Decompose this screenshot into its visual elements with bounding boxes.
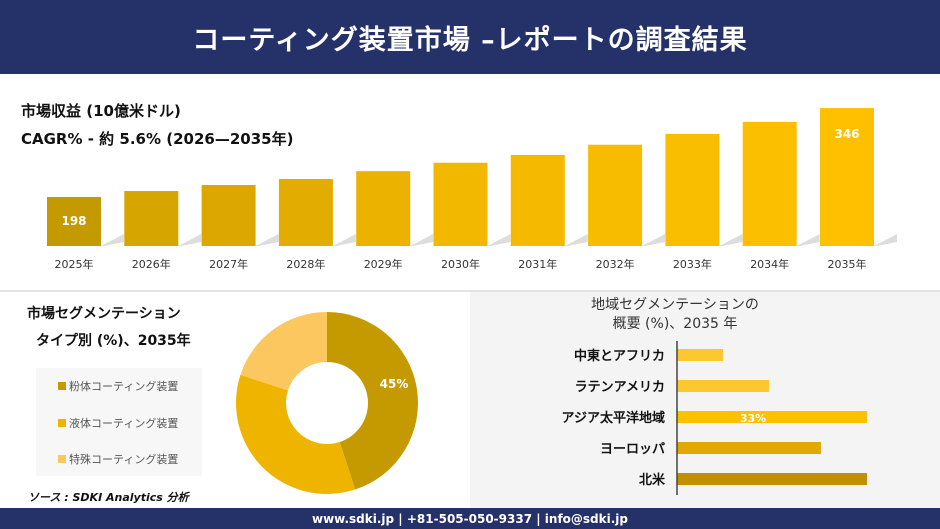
page-title: コーティング装置市場 –レポートの調査結果 bbox=[192, 24, 748, 56]
donut-legend: 粉体コーティング装置 液体コーティング装置 特殊コーティング装置 bbox=[36, 368, 202, 476]
x-tick-label: 2035年 bbox=[828, 257, 867, 271]
legend-item: 特殊コーティング装置 bbox=[58, 451, 178, 467]
source-note: ソース : SDKI Analytics 分析 bbox=[28, 491, 189, 504]
bar bbox=[278, 178, 333, 246]
legend-label: 液体コーティング装置 bbox=[69, 417, 179, 430]
data-label: 346 bbox=[834, 127, 859, 141]
x-tick-label: 2027年 bbox=[209, 257, 248, 271]
slice-label: 45% bbox=[380, 377, 409, 391]
x-tick-label: 2032年 bbox=[596, 257, 635, 271]
bar-shadow bbox=[101, 234, 124, 246]
bar-shadow bbox=[255, 234, 279, 246]
region-label: アジア太平洋地域 bbox=[562, 410, 665, 426]
legend-label: 特殊コーティング装置 bbox=[69, 453, 179, 466]
donut-slice bbox=[327, 312, 418, 490]
revenue-title: 市場収益 (10億米ドル) bbox=[21, 102, 181, 120]
bar-shadow bbox=[796, 234, 820, 246]
region-title: 地域セグメンテーションの 概要 (%)、2035 年 bbox=[470, 296, 870, 334]
region-title-1: 地域セグメンテーションの bbox=[591, 297, 759, 313]
bar bbox=[820, 108, 874, 246]
bar bbox=[124, 191, 179, 246]
region-bar bbox=[677, 349, 724, 361]
divider bbox=[0, 290, 940, 292]
legend-item: 粉体コーティング装置 bbox=[58, 378, 178, 394]
region-label: ラテンアメリカ bbox=[575, 380, 665, 395]
x-tick-label: 2031年 bbox=[518, 257, 557, 271]
bar-shadow bbox=[719, 234, 743, 246]
x-tick-label: 2030年 bbox=[441, 257, 480, 271]
bar bbox=[665, 133, 720, 246]
bar bbox=[433, 162, 488, 246]
type-title-2: タイプ別 (%)、2035年 bbox=[36, 333, 191, 349]
bar bbox=[356, 171, 411, 246]
bar bbox=[588, 144, 643, 246]
donut-slice bbox=[236, 374, 356, 494]
bar-shadow bbox=[332, 234, 356, 246]
bar-shadow bbox=[564, 234, 588, 246]
data-label: 198 bbox=[61, 214, 86, 228]
bar-shadow bbox=[487, 234, 511, 246]
x-tick-label: 2033年 bbox=[673, 257, 712, 271]
region-title-2: 概要 (%)、2035 年 bbox=[612, 316, 738, 332]
region-label: ヨーロッパ bbox=[600, 442, 665, 457]
legend-swatch bbox=[58, 455, 66, 463]
contact-info: www.sdki.jp | +81-505-050-9337 | info@sd… bbox=[311, 511, 628, 526]
region-section: 地域セグメンテーションの 概要 (%)、2035 年 bbox=[470, 292, 940, 508]
bar-shadow bbox=[178, 234, 202, 246]
legend-label: 粉体コーティング装置 bbox=[69, 380, 179, 393]
x-tick-label: 2025年 bbox=[55, 257, 94, 271]
x-tick-label: 2026年 bbox=[132, 257, 171, 271]
region-bar bbox=[677, 473, 867, 485]
x-tick-label: 2028年 bbox=[286, 257, 325, 271]
type-title-1: 市場セグメンテーション bbox=[27, 306, 181, 322]
bar bbox=[510, 154, 565, 246]
bar bbox=[47, 197, 101, 246]
bar bbox=[201, 184, 256, 246]
legend-item: 液体コーティング装置 bbox=[58, 415, 178, 431]
region-label: 中東とアフリカ bbox=[574, 348, 665, 364]
legend-swatch bbox=[58, 419, 66, 427]
bar-shadow bbox=[874, 234, 897, 246]
bar-shadow bbox=[410, 234, 434, 246]
header: コーティング装置市場 –レポートの調査結果 bbox=[0, 0, 940, 74]
footer: www.sdki.jp | +81-505-050-9337 | info@sd… bbox=[0, 508, 940, 529]
donut-slice bbox=[240, 312, 327, 391]
region-bar bbox=[677, 411, 867, 423]
cagr-text: CAGR% - 約 5.6% (2026—2035年) bbox=[21, 130, 294, 148]
x-tick-label: 2034年 bbox=[750, 257, 789, 271]
bar-data-label: 33% bbox=[740, 412, 766, 425]
bar bbox=[742, 121, 797, 246]
x-tick-label: 2029年 bbox=[364, 257, 403, 271]
bar-shadow bbox=[642, 234, 666, 246]
region-bar bbox=[677, 442, 821, 454]
legend-swatch bbox=[58, 382, 66, 390]
type-donut-chart: 45% bbox=[236, 312, 418, 494]
region-label: 北米 bbox=[639, 472, 666, 488]
revenue-bar-chart: 2025年 198 2026年 2027年 2028年 2029年 2030年 2031年 20… bbox=[47, 108, 897, 271]
region-bar bbox=[677, 380, 770, 392]
